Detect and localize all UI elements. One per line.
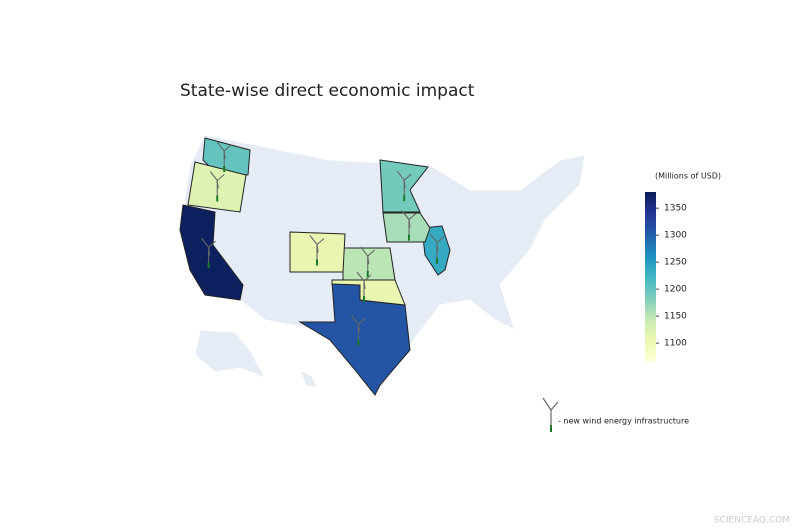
turbine-icon (209, 171, 225, 202)
turbine-icon (360, 246, 376, 277)
turbine-part (403, 180, 406, 189)
turbine-part (356, 271, 365, 282)
turbine-icon (309, 235, 325, 266)
state-region (342, 247, 396, 281)
turbine-part (309, 235, 318, 245)
turbine-part (350, 315, 359, 325)
turbine-part (316, 238, 325, 245)
turbine-part (223, 150, 226, 160)
turbine-part (367, 255, 370, 265)
turbine-part (436, 236, 445, 244)
turbine-part (357, 324, 360, 333)
turbine-part (367, 249, 376, 257)
state-region (179, 204, 244, 301)
turbine-part (363, 274, 372, 282)
turbine-part (216, 180, 219, 189)
colorbar-tick-label: 1350 (664, 204, 687, 214)
colorbar (645, 192, 656, 362)
turbine-icon (396, 170, 412, 202)
legend-text: - new wind energy infrastructure (558, 417, 689, 426)
legend: - new wind energy infrastructure (542, 397, 689, 432)
state-region (421, 225, 451, 276)
turbine-icon (201, 237, 216, 269)
colorbar-tick-label: 1250 (664, 258, 687, 268)
turbine-part (208, 240, 216, 248)
state-region (331, 279, 406, 306)
alaska-shape (194, 329, 267, 379)
turbine-icon (216, 141, 232, 172)
turbine-part (396, 170, 405, 181)
turbine-part (216, 174, 225, 181)
turbine-part (363, 280, 366, 290)
turbine-part (429, 233, 438, 244)
colorbar-title: (Millions of USD) (655, 172, 721, 181)
turbine-icon (356, 271, 372, 302)
turbine-part (401, 210, 410, 220)
colorbar-tick-label: 1200 (664, 285, 687, 295)
turbine-icon (401, 210, 417, 241)
turbine-icon (429, 233, 445, 264)
turbine-part (209, 171, 218, 181)
turbine-part (316, 244, 319, 253)
turbine-part (403, 173, 412, 181)
turbine-icon (350, 315, 366, 346)
turbine-part (408, 219, 411, 228)
turbine-part (360, 246, 369, 257)
turbine-part (223, 144, 232, 152)
watermark: SCIENCEAQ.COM (714, 516, 790, 526)
colorbar-tick-label: 1150 (664, 312, 687, 322)
chart-title: State-wise direct economic impact (180, 81, 475, 101)
colorbar-tick-label: 1300 (664, 231, 687, 241)
hawaii-shape (299, 368, 319, 389)
state-region (382, 212, 431, 243)
turbine-part (216, 141, 225, 152)
colorbar-tick-label: 1100 (664, 339, 687, 349)
turbine-part (358, 317, 366, 325)
turbine-part (208, 247, 211, 256)
turbine-part (436, 242, 439, 251)
turbine-icon (542, 397, 559, 432)
turbine-part (201, 237, 210, 248)
turbine-part (408, 213, 417, 221)
